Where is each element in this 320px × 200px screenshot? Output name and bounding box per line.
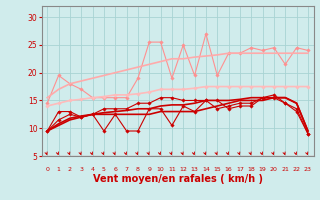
- X-axis label: Vent moyen/en rafales ( km/h ): Vent moyen/en rafales ( km/h ): [92, 174, 263, 184]
